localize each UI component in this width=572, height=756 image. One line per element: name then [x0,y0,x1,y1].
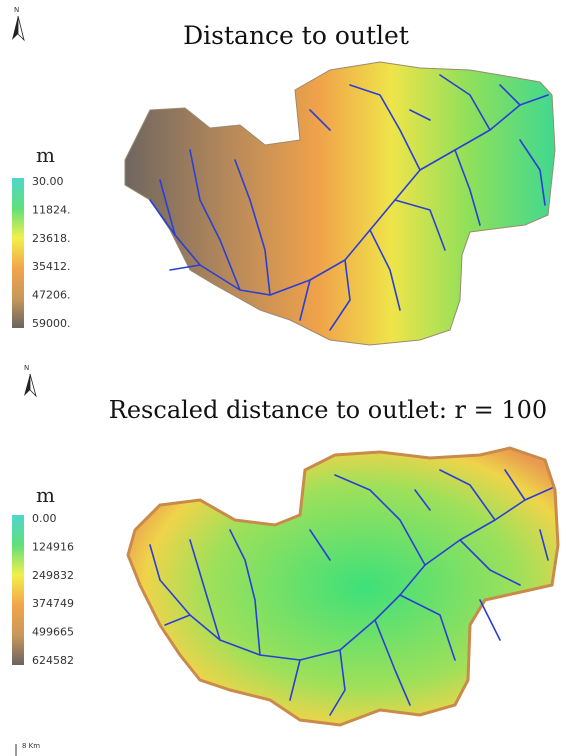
color-bar [12,515,24,665]
legend-unit: m [36,143,55,167]
legend: 0.00 124916 249832 374749 499665 624582 [32,512,74,667]
legend-label: 59000. [32,317,71,330]
figure: N Distance to outlet m 30.00 11824. 23618.… [0,0,572,756]
legend-label: 499665 [32,626,74,639]
panel-title: Rescaled distance to outlet: r = 100 [109,396,547,424]
panel-title: Distance to outlet [183,21,409,50]
legend-label: 124916 [32,540,74,553]
legend-label: 35412. [32,260,71,273]
legend-label: 249832 [32,569,74,582]
north-arrow: N [24,364,36,396]
legend-label: 23618. [32,232,71,245]
scale-bar: 8 Km [16,742,40,756]
color-bar [12,178,24,328]
watershed-map [128,448,558,725]
watershed-map [125,62,555,345]
north-arrow: N [12,6,24,40]
legend-label: 47206. [32,289,71,302]
north-label: N [14,6,19,14]
legend-label: 11824. [32,203,71,216]
scale-label: 8 Km [22,742,40,750]
legend: 30.00 11824. 23618. 35412. 47206. 59000. [32,175,71,330]
legend-unit: m [36,483,55,507]
legend-label: 624582 [32,654,74,667]
north-label: N [24,364,29,372]
legend-label: 374749 [32,597,74,610]
legend-label: 0.00 [32,512,57,525]
legend-label: 30.00 [32,175,64,188]
